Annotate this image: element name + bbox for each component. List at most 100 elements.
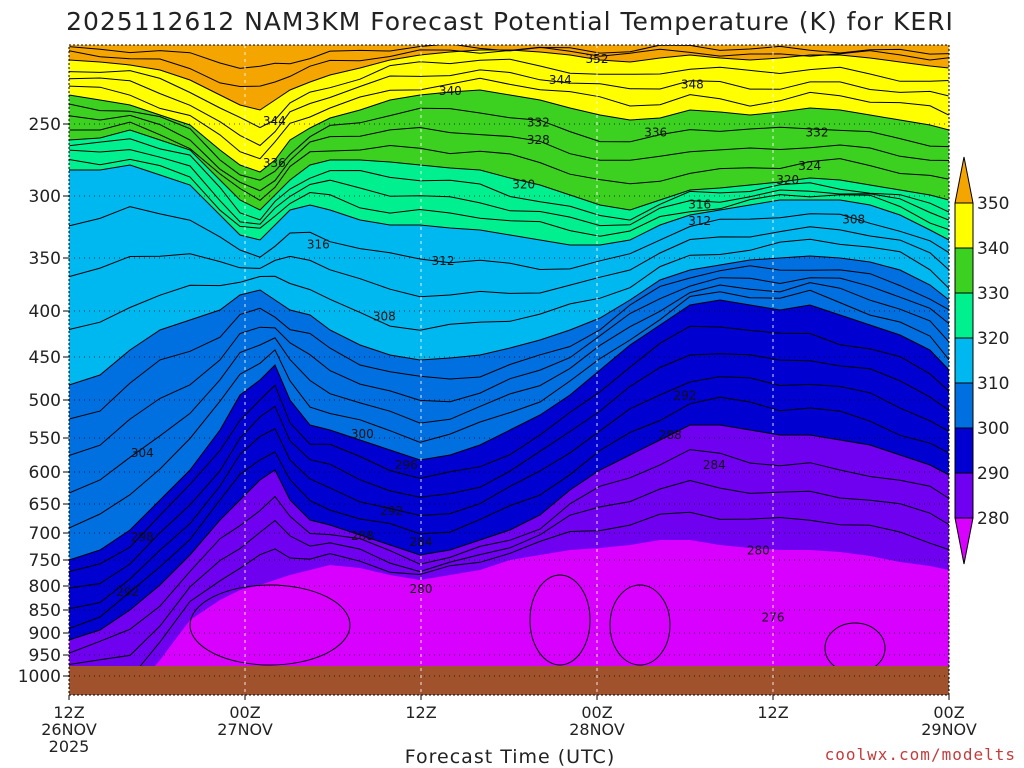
svg-text:650: 650	[29, 495, 61, 515]
y-tick: 350	[29, 249, 69, 269]
svg-text:1000: 1000	[18, 667, 61, 687]
svg-text:352: 352	[586, 52, 609, 66]
credit-text: coolwx.com/modelts	[825, 745, 1016, 764]
contour-label: 332	[806, 126, 829, 140]
svg-text:344: 344	[263, 114, 286, 128]
contour-label: 308	[373, 310, 396, 324]
contour-label: 280	[410, 582, 433, 596]
contour-label: 292	[380, 504, 403, 518]
svg-text:348: 348	[681, 78, 704, 92]
svg-text:336: 336	[644, 126, 667, 140]
contour-label: 292	[674, 389, 697, 403]
contour-label: 352	[586, 52, 609, 66]
contour-label: 336	[263, 156, 286, 170]
plot-frame	[68, 44, 950, 696]
svg-text:320: 320	[776, 173, 799, 187]
svg-text:900: 900	[29, 624, 61, 644]
svg-text:280: 280	[410, 582, 433, 596]
svg-text:292: 292	[116, 585, 139, 599]
contour-label: 312	[432, 254, 455, 268]
svg-text:2025: 2025	[49, 737, 90, 756]
svg-text:288: 288	[351, 529, 374, 543]
svg-text:250: 250	[29, 115, 61, 135]
contour-label: 304	[131, 446, 154, 460]
y-tick: 600	[29, 463, 69, 483]
svg-text:550: 550	[29, 429, 61, 449]
svg-text:312: 312	[432, 254, 455, 268]
contour-lines	[69, 45, 949, 682]
svg-text:00Z: 00Z	[581, 703, 612, 722]
chart-title: 2025112612 NAM3KM Forecast Potential Tem…	[66, 7, 954, 36]
colorbar-label: 340	[977, 239, 1009, 259]
contour-label: 320	[776, 173, 799, 187]
colorbar-label: 300	[977, 419, 1009, 439]
contour-label: 328	[527, 133, 550, 147]
y-tick: 800	[29, 577, 69, 597]
y-axis: 250 300 350 400 450 500 550 600 650 700 750 800 850 9…	[18, 115, 69, 687]
svg-text:324: 324	[798, 159, 821, 173]
svg-text:300: 300	[29, 187, 61, 207]
svg-text:850: 850	[29, 601, 61, 621]
svg-text:284: 284	[410, 535, 433, 549]
svg-text:12Z: 12Z	[53, 703, 84, 722]
svg-text:308: 308	[842, 213, 865, 227]
svg-text:27NOV: 27NOV	[217, 720, 273, 739]
contour-label: 344	[549, 73, 572, 87]
contour-label: 324	[798, 159, 821, 173]
contour-label: 332	[527, 115, 550, 129]
colorbar-label: 310	[977, 374, 1009, 394]
y-tick: 750	[29, 551, 69, 571]
svg-text:12Z: 12Z	[405, 703, 436, 722]
colorbar-top-arrow	[954, 156, 974, 204]
contour-label: 298	[131, 530, 154, 544]
svg-text:344: 344	[549, 73, 572, 87]
svg-text:800: 800	[29, 577, 61, 597]
colorbar-swatch	[954, 337, 974, 384]
svg-text:332: 332	[527, 115, 550, 129]
x-tick: 12Z	[405, 695, 437, 722]
svg-text:316: 316	[688, 198, 711, 212]
svg-text:288: 288	[659, 428, 682, 442]
svg-text:350: 350	[29, 249, 61, 269]
y-tick: 400	[29, 302, 69, 322]
colorbar-label: 280	[977, 509, 1009, 529]
svg-text:00Z: 00Z	[933, 703, 964, 722]
y-tick: 900	[29, 624, 69, 644]
colorbar: 350 340 330 320 310 300 290 280	[954, 156, 1009, 565]
svg-text:316: 316	[307, 237, 330, 251]
colorbar-swatch	[954, 202, 974, 249]
colorbar-label: 320	[977, 329, 1009, 349]
svg-text:280: 280	[747, 543, 770, 557]
svg-text:332: 332	[806, 126, 829, 140]
svg-text:320: 320	[512, 177, 535, 191]
contour-label: 284	[410, 535, 433, 549]
colorbar-swatch	[954, 292, 974, 339]
contour-label: 340	[439, 84, 462, 98]
y-tick: 300	[29, 187, 69, 207]
svg-text:308: 308	[373, 310, 396, 324]
y-tick: 950	[29, 646, 69, 666]
contour-label: 316	[688, 198, 711, 212]
contour-label: 312	[688, 214, 711, 228]
svg-text:284: 284	[703, 458, 726, 472]
contour-label: 280	[747, 543, 770, 557]
contour-label: 292	[116, 585, 139, 599]
contour-label: 284	[703, 458, 726, 472]
contour-label: 276	[762, 610, 785, 624]
contour-label: 348	[681, 78, 704, 92]
svg-text:312: 312	[688, 214, 711, 228]
svg-text:292: 292	[674, 389, 697, 403]
colorbar-swatch	[954, 382, 974, 429]
contour-label: 296	[395, 458, 418, 472]
svg-text:750: 750	[29, 551, 61, 571]
svg-text:292: 292	[380, 504, 403, 518]
svg-text:600: 600	[29, 463, 61, 483]
